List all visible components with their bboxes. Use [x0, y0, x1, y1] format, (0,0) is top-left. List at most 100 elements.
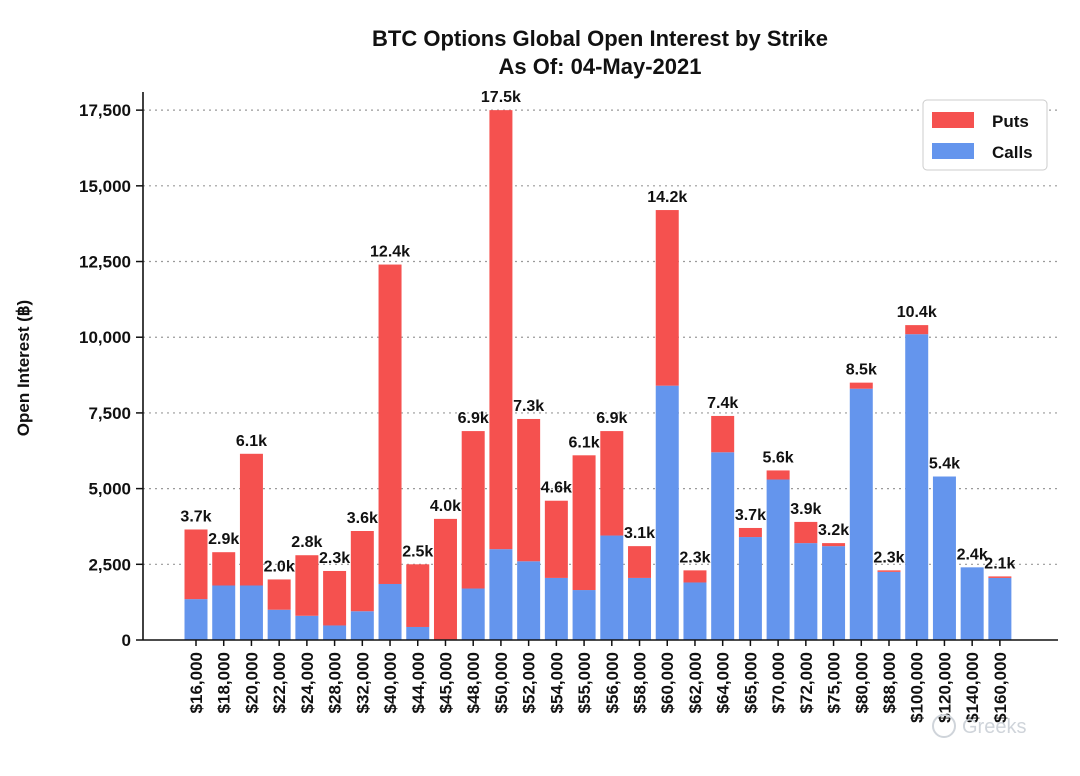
bar-total-label: 12.4k [370, 244, 410, 261]
bar-total-label: 2.3k [873, 549, 904, 566]
bar-calls [877, 571, 901, 640]
bar-puts [544, 500, 568, 578]
bar-puts [766, 470, 790, 480]
legend-label-puts: Puts [992, 112, 1029, 131]
x-tick-label: $40,000 [381, 652, 400, 713]
legend-swatch-puts [932, 112, 974, 128]
x-tick-label: $50,000 [492, 652, 511, 713]
bar-calls [184, 599, 208, 640]
bar-calls [905, 334, 929, 640]
bar-calls [960, 567, 984, 640]
x-tick-label: $75,000 [825, 652, 844, 713]
bar-calls [628, 577, 652, 640]
bar-total-label: 14.2k [647, 189, 687, 206]
bar-total-label: 2.5k [402, 543, 433, 560]
bar-total-label: 2.9k [208, 531, 239, 548]
x-tick-label: $80,000 [852, 652, 871, 713]
axes [142, 92, 1058, 641]
bar-total-label: 4.0k [430, 498, 461, 515]
bar-total-label: 2.0k [264, 558, 295, 575]
bar-puts [295, 555, 319, 616]
bar-calls [711, 452, 735, 640]
x-tick-label: $28,000 [326, 652, 345, 713]
bar-puts [822, 543, 846, 547]
x-tick-label: $70,000 [769, 652, 788, 713]
bar-total-label: 3.9k [790, 501, 821, 518]
bar-puts [184, 529, 208, 600]
bar-total-label: 3.6k [347, 510, 378, 527]
y-tick-label: 15,000 [79, 177, 131, 196]
bar-puts [517, 418, 541, 562]
bar-total-labels: 3.7k2.9k6.1k2.0k2.8k2.3k3.6k12.4k2.5k4.0… [180, 89, 1015, 575]
bar-puts [628, 546, 652, 578]
bar-puts [794, 521, 818, 544]
bar-puts [489, 110, 513, 550]
watermark-text: Greeks [962, 716, 1026, 738]
y-axis-label: Open Interest (฿) [14, 300, 33, 436]
bar-total-label: 5.6k [763, 449, 794, 466]
x-tick-label: $54,000 [547, 652, 566, 713]
bar-puts [711, 415, 735, 453]
bar-puts [212, 552, 236, 586]
bar-total-label: 4.6k [541, 480, 572, 497]
bar-total-label: 6.9k [596, 410, 627, 427]
x-tick-label: $72,000 [797, 652, 816, 713]
bar-puts [461, 431, 485, 589]
bar-total-label: 6.1k [236, 433, 267, 450]
bar-calls [794, 543, 818, 640]
bar-total-label: 17.5k [481, 89, 521, 106]
x-tick-label: $22,000 [270, 652, 289, 713]
x-tick-label: $48,000 [464, 652, 483, 713]
x-tick-label: $56,000 [603, 652, 622, 713]
x-tick-label: $52,000 [520, 652, 539, 713]
chart-title: BTC Options Global Open Interest by Stri… [372, 26, 828, 51]
bar-puts [572, 455, 596, 591]
bar-puts [738, 527, 762, 538]
x-tick-label: $100,000 [908, 652, 927, 723]
wechat-logo-icon [932, 714, 956, 738]
bar-puts [323, 570, 347, 626]
y-tick-label: 0 [122, 631, 131, 650]
bar-puts [905, 325, 929, 335]
bar-total-label: 2.1k [984, 555, 1015, 572]
y-tick-label: 7,500 [88, 404, 131, 423]
x-tick-label: $160,000 [991, 652, 1010, 723]
bar-total-label: 3.7k [180, 508, 211, 525]
x-tick-label: $88,000 [880, 652, 899, 713]
x-tick-label: $16,000 [187, 652, 206, 713]
bar-total-label: 7.4k [707, 395, 738, 412]
bar-puts [433, 518, 457, 640]
bar-puts [378, 264, 402, 584]
bar-puts [600, 431, 624, 536]
y-tick-label: 12,500 [79, 253, 131, 272]
bar-calls [822, 546, 846, 640]
x-tick-label: $64,000 [714, 652, 733, 713]
bar-calls [738, 537, 762, 640]
bar-calls [461, 588, 485, 640]
bar-total-label: 3.1k [624, 525, 655, 542]
bar-calls [489, 549, 513, 640]
bar-calls [544, 577, 568, 640]
x-tick-label: $58,000 [631, 652, 650, 713]
bars [184, 110, 1012, 640]
x-tick-label: $140,000 [963, 652, 982, 723]
bar-puts [239, 453, 263, 586]
legend: Puts Calls [922, 99, 1048, 171]
x-tick-label: $24,000 [298, 652, 317, 713]
x-tick-label: $32,000 [353, 652, 372, 713]
x-tick-label: $55,000 [575, 652, 594, 713]
bar-calls [683, 582, 707, 640]
bar-calls [239, 585, 263, 640]
y-tick-label: 10,000 [79, 328, 131, 347]
bar-total-label: 3.2k [818, 522, 849, 539]
bar-total-label: 6.1k [569, 434, 600, 451]
bar-puts [655, 210, 679, 386]
bar-calls [323, 625, 347, 640]
bar-puts [350, 531, 374, 612]
x-tick-label: $45,000 [436, 652, 455, 713]
bar-puts [877, 570, 901, 572]
bar-total-label: 7.3k [513, 398, 544, 415]
bar-calls [932, 476, 956, 640]
bar-total-label: 8.5k [846, 362, 877, 379]
